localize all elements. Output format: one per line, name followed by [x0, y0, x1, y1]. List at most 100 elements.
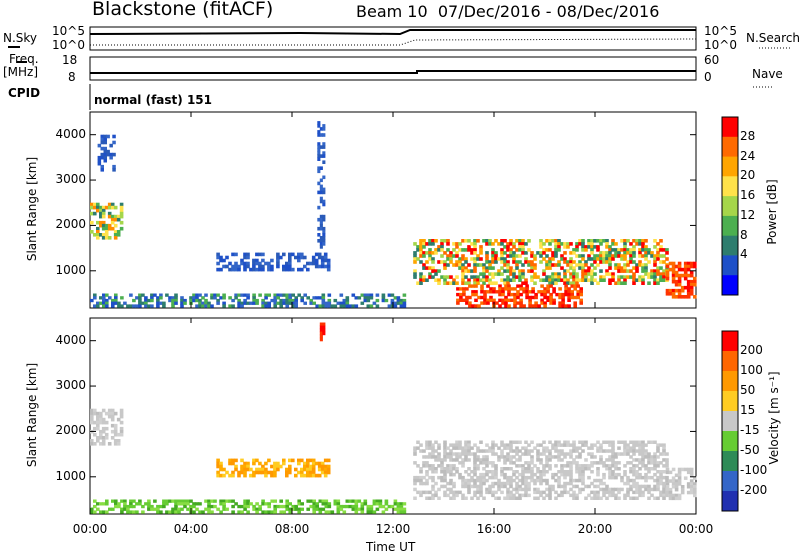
velocity-cell — [156, 510, 160, 514]
power-cell — [446, 242, 450, 246]
velocity-cell — [524, 440, 528, 444]
velocity-cell — [473, 464, 477, 468]
velocity-cell — [375, 499, 380, 503]
velocity-cell — [311, 464, 316, 469]
power-cell — [665, 270, 670, 275]
velocity-cell — [611, 470, 615, 474]
power-cell — [413, 251, 417, 255]
power-cell — [581, 269, 585, 273]
power-cell — [422, 245, 426, 249]
power-cell — [288, 264, 292, 269]
power-cell — [249, 267, 253, 272]
power-cell — [542, 242, 546, 246]
power-cell — [107, 214, 112, 219]
power-cell — [174, 301, 178, 305]
power-cell — [561, 301, 565, 305]
power-cell — [641, 269, 645, 273]
power-cell — [422, 278, 426, 282]
power-cell — [579, 301, 583, 305]
velocity-cell — [132, 499, 136, 503]
power-cell — [204, 293, 208, 297]
power-cell — [510, 292, 514, 297]
velocity-cell — [476, 455, 480, 459]
power-cell — [473, 260, 477, 264]
velocity-cell — [306, 499, 310, 503]
power-cell — [213, 293, 217, 297]
velocity-cell — [488, 475, 492, 480]
power-cell — [566, 242, 570, 246]
power-cell — [632, 275, 636, 279]
velocity-cell — [93, 411, 97, 416]
power-cell — [617, 251, 621, 255]
velocity-cell — [560, 449, 564, 453]
velocity-cell — [96, 420, 100, 425]
power-ytick-label: 4000 — [55, 126, 86, 141]
power-cell — [112, 168, 116, 172]
velocity-cell — [434, 470, 438, 474]
power-cell — [500, 239, 504, 243]
power-cell — [647, 275, 651, 279]
power-cell — [222, 304, 226, 308]
power-cell — [542, 272, 546, 276]
velocity-cell — [431, 478, 435, 483]
velocity-cell — [617, 487, 621, 492]
velocity-cell — [440, 464, 444, 468]
power-cell — [111, 304, 115, 308]
power-cell — [503, 260, 507, 264]
power-cell — [488, 242, 492, 246]
power-cell — [431, 260, 435, 264]
power-cell — [105, 304, 109, 308]
power-cell — [521, 242, 525, 246]
power-cell — [626, 263, 630, 267]
velocity-cell — [114, 502, 118, 506]
power-cell — [171, 304, 175, 308]
velocity-cell — [428, 452, 432, 456]
velocity-cell — [234, 464, 238, 469]
velocity-cell — [431, 449, 435, 453]
velocity-cell — [584, 443, 588, 447]
velocity-cell — [548, 490, 552, 495]
velocity-cell — [261, 499, 265, 503]
power-cell — [521, 251, 525, 255]
velocity-cell — [473, 472, 477, 477]
velocity-cell — [473, 467, 477, 471]
power-cell — [566, 269, 570, 273]
power-cell — [339, 301, 344, 305]
power-cell — [168, 298, 172, 303]
velocity-cell — [494, 472, 498, 477]
power-cell — [537, 290, 541, 294]
power-cell — [515, 254, 519, 258]
velocity-cell — [476, 490, 480, 495]
velocity-cell — [267, 470, 271, 475]
power-cell — [234, 267, 238, 272]
power-cell — [474, 290, 478, 294]
velocity-cell — [632, 452, 636, 456]
power-cell — [617, 266, 621, 270]
power-cell — [620, 275, 624, 279]
power-cell — [677, 295, 682, 299]
velocity-cell — [536, 478, 540, 483]
velocity-cell — [566, 443, 570, 447]
power-cell — [132, 304, 136, 308]
velocity-cell — [617, 472, 621, 477]
power-cell — [693, 276, 697, 281]
velocity-cell — [482, 496, 486, 500]
power-colorbar-tick: 8 — [740, 227, 748, 242]
velocity-cell — [665, 490, 670, 495]
velocity-cell — [231, 504, 235, 509]
velocity-cell — [336, 507, 341, 511]
power-cell — [413, 272, 417, 276]
power-cell — [110, 226, 115, 231]
velocity-cell — [449, 470, 453, 474]
power-cell — [524, 260, 528, 264]
power-cell — [650, 254, 654, 258]
power-cell — [683, 276, 688, 281]
power-cell — [632, 272, 636, 276]
velocity-cell — [647, 461, 651, 465]
velocity-cell — [378, 504, 383, 509]
axes — [89, 112, 697, 514]
velocity-cell — [258, 461, 262, 466]
power-cell — [111, 301, 115, 305]
velocity-cell — [500, 470, 504, 474]
power-cell — [488, 260, 492, 264]
